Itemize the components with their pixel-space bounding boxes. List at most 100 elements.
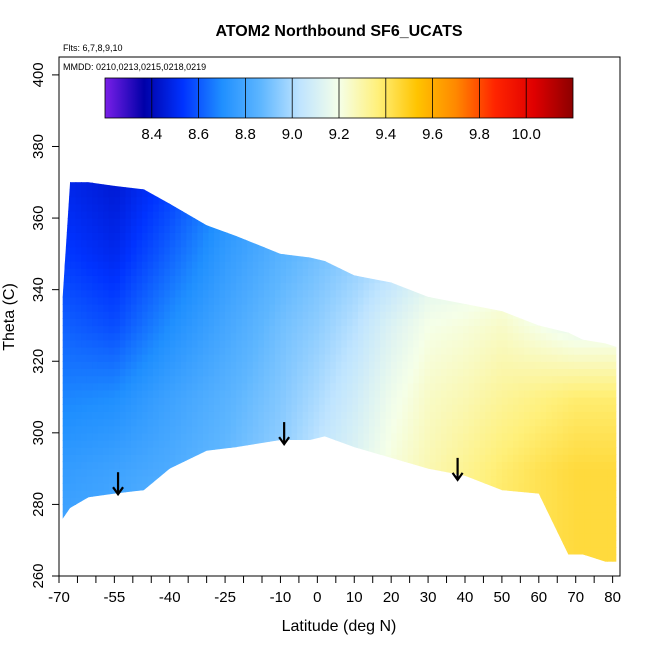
heatmap-cell — [175, 210, 182, 219]
heatmap-cell — [524, 389, 531, 398]
heatmap-cell — [468, 339, 475, 348]
heatmap-cell — [225, 354, 232, 362]
heatmap-cell — [380, 275, 387, 284]
heatmap-cell — [341, 189, 348, 198]
heatmap-cell — [501, 561, 509, 562]
heatmap-cell — [114, 325, 121, 334]
heatmap-cell — [357, 296, 365, 305]
heatmap-cell — [153, 311, 160, 319]
heatmap-cell — [535, 490, 542, 498]
heatmap-cell — [108, 182, 115, 183]
heatmap-cell — [81, 447, 88, 455]
heatmap-cell — [197, 547, 204, 556]
heatmap-cell — [291, 397, 298, 405]
heatmap-cell — [86, 411, 93, 420]
heatmap-cell — [252, 504, 259, 513]
heatmap-cell — [191, 311, 199, 319]
heatmap-cell — [219, 561, 226, 562]
heatmap-cell — [75, 339, 82, 348]
heatmap-cell — [62, 561, 66, 562]
heatmap-cell — [501, 354, 509, 362]
heatmap-cell — [125, 318, 132, 327]
heatmap-cell — [313, 404, 320, 412]
heatmap-cell — [92, 368, 99, 377]
heatmap-cell — [62, 311, 66, 319]
heatmap-cell — [341, 411, 348, 420]
heatmap-cell — [529, 346, 536, 355]
heatmap-cell — [103, 375, 110, 384]
heatmap-cell — [86, 525, 93, 534]
heatmap-cell — [501, 461, 509, 470]
heatmap-cell — [97, 432, 104, 441]
heatmap-cell — [241, 518, 248, 527]
heatmap-cell — [330, 425, 337, 434]
heatmap-cell — [81, 289, 88, 298]
heatmap-cell — [335, 275, 342, 284]
heatmap-cell — [169, 468, 176, 477]
heatmap-cell — [125, 196, 132, 205]
heatmap-cell — [263, 311, 270, 319]
heatmap-cell — [363, 311, 370, 319]
heatmap-cell — [330, 282, 337, 291]
heatmap-cell — [324, 318, 331, 327]
heatmap-cell — [225, 418, 232, 427]
heatmap-cell — [413, 375, 420, 384]
heatmap-cell — [374, 225, 381, 233]
heatmap-cell — [175, 432, 182, 441]
heatmap-cell — [330, 318, 337, 327]
heatmap-cell — [441, 511, 448, 520]
heatmap-cell — [86, 368, 93, 377]
heatmap-cell — [418, 182, 425, 183]
heatmap-cell — [186, 339, 193, 348]
heatmap-cell — [424, 432, 431, 441]
heatmap-cell — [341, 490, 348, 498]
heatmap-cell — [374, 346, 381, 355]
heatmap-cell — [274, 253, 282, 262]
heatmap-cell — [485, 389, 492, 398]
heatmap-cell — [263, 404, 270, 412]
heatmap-cell — [225, 361, 232, 369]
heatmap-cell — [435, 547, 442, 556]
heatmap-cell — [130, 504, 138, 513]
heatmap-cell — [490, 239, 497, 248]
heatmap-cell — [158, 447, 165, 455]
heatmap-cell — [485, 318, 492, 327]
heatmap-cell — [208, 232, 215, 241]
heatmap-cell — [540, 468, 547, 477]
heatmap-cell — [114, 246, 121, 255]
heatmap-cell — [202, 454, 210, 463]
heatmap-cell — [335, 504, 342, 513]
heatmap-cell — [258, 461, 265, 470]
heatmap-cell — [285, 232, 293, 241]
heatmap-cell — [291, 275, 298, 284]
heatmap-cell — [335, 203, 342, 212]
heatmap-cell — [70, 203, 77, 212]
heatmap-cell — [62, 447, 66, 455]
heatmap-cell — [468, 447, 475, 455]
heatmap-cell — [501, 468, 509, 477]
heatmap-cell — [374, 325, 381, 334]
heatmap-cell — [319, 554, 326, 562]
heatmap-cell — [468, 375, 475, 384]
heatmap-cell — [86, 296, 93, 305]
heatmap-cell — [374, 318, 381, 327]
heatmap-cell — [463, 389, 470, 398]
heatmap-cell — [142, 397, 149, 405]
heatmap-cell — [186, 518, 193, 527]
heatmap-cell — [391, 425, 398, 434]
heatmap-cell — [496, 361, 503, 369]
heatmap-cell — [319, 246, 326, 255]
heatmap-cell — [258, 268, 265, 276]
heatmap-cell — [490, 225, 497, 233]
heatmap-cell — [391, 454, 398, 463]
heatmap-cell — [186, 361, 193, 369]
heatmap-cell — [319, 303, 326, 312]
heatmap-cell — [62, 261, 66, 269]
heatmap-cell — [97, 375, 104, 384]
heatmap-cell — [385, 404, 392, 412]
heatmap-cell — [130, 404, 138, 412]
heatmap-cell — [130, 361, 138, 369]
heatmap-cell — [357, 475, 365, 484]
heatmap-cell — [418, 282, 425, 291]
heatmap-cell — [457, 389, 464, 398]
